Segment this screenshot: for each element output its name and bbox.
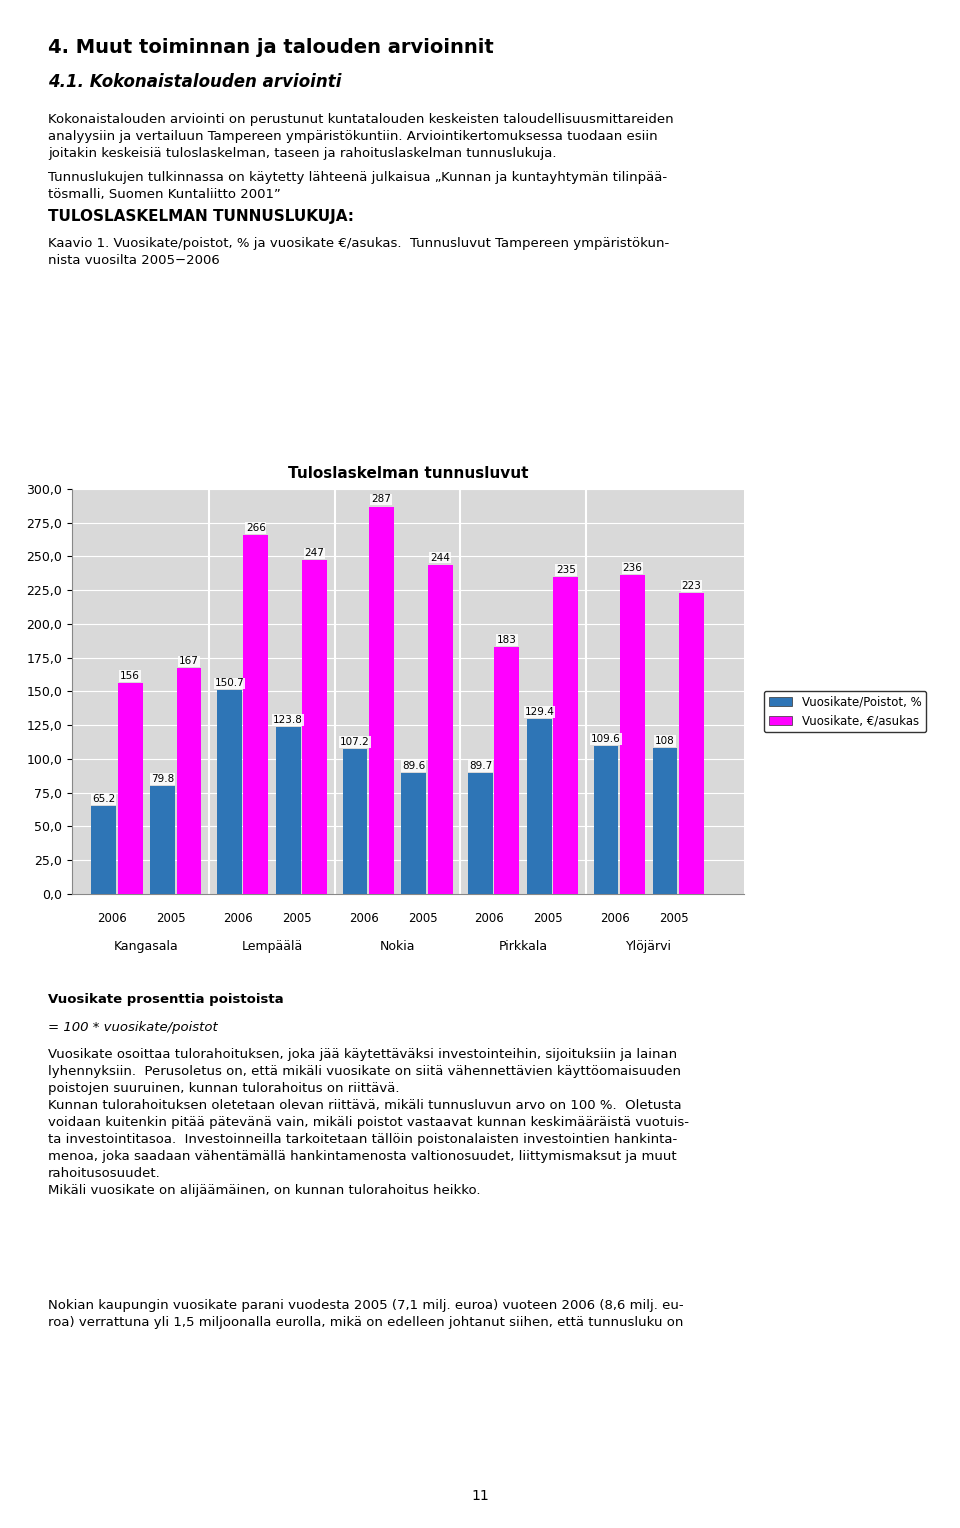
Text: Tunnuslukujen tulkinnassa on käytetty lähteenä julkaisua „Kunnan ja kuntayhtymän: Tunnuslukujen tulkinnassa on käytetty lä…	[48, 171, 667, 202]
Text: Pirkkala: Pirkkala	[498, 940, 547, 953]
Text: 236: 236	[622, 564, 642, 573]
Text: 11: 11	[471, 1490, 489, 1504]
Text: Lempäälä: Lempäälä	[241, 940, 302, 953]
Text: Nokia: Nokia	[380, 940, 416, 953]
Text: 89.6: 89.6	[402, 761, 425, 772]
Text: Nokian kaupungin vuosikate parani vuodesta 2005 (7,1 milj. euroa) vuoteen 2006 (: Nokian kaupungin vuosikate parani vuodes…	[48, 1299, 684, 1329]
Text: 266: 266	[246, 523, 266, 533]
Title: Tuloslaskelman tunnusluvut: Tuloslaskelman tunnusluvut	[288, 466, 528, 481]
Legend: Vuosikate/Poistot, %, Vuosikate, €/asukas: Vuosikate/Poistot, %, Vuosikate, €/asuka…	[764, 691, 926, 732]
Text: 2006: 2006	[474, 912, 504, 926]
Text: 2006: 2006	[223, 912, 252, 926]
Text: 123.8: 123.8	[274, 715, 303, 724]
Bar	[553, 576, 578, 894]
Text: 2006: 2006	[98, 912, 128, 926]
Bar	[177, 668, 202, 894]
Bar	[243, 535, 268, 894]
Text: 2005: 2005	[659, 912, 688, 926]
Bar	[653, 749, 678, 894]
Bar	[428, 564, 452, 894]
Bar	[620, 576, 645, 894]
Text: 2005: 2005	[156, 912, 186, 926]
Text: 107.2: 107.2	[340, 736, 370, 747]
Bar	[276, 727, 300, 894]
Text: 150.7: 150.7	[214, 678, 244, 689]
Text: 244: 244	[430, 553, 450, 562]
Bar	[468, 773, 492, 894]
Bar	[118, 683, 142, 894]
Text: Ylöjärvi: Ylöjärvi	[626, 940, 672, 953]
Text: TULOSLASKELMAN TUNNUSLUKUJA:: TULOSLASKELMAN TUNNUSLUKUJA:	[48, 209, 354, 225]
Text: Vuosikate prosenttia poistoista: Vuosikate prosenttia poistoista	[48, 993, 283, 1007]
Text: 89.7: 89.7	[468, 761, 492, 770]
Bar	[527, 720, 552, 894]
Text: 2006: 2006	[600, 912, 630, 926]
Text: 2006: 2006	[348, 912, 378, 926]
Text: 223: 223	[682, 581, 701, 591]
Bar	[679, 593, 704, 894]
Text: 183: 183	[497, 634, 516, 645]
Text: 129.4: 129.4	[524, 707, 554, 717]
Text: Kokonaistalouden arviointi on perustunut kuntatalouden keskeisten taloudellisuus: Kokonaistalouden arviointi on perustunut…	[48, 113, 674, 160]
Text: Vuosikate osoittaa tulorahoituksen, joka jää käytettäväksi investointeihin, sijo: Vuosikate osoittaa tulorahoituksen, joka…	[48, 1048, 689, 1198]
Text: 4. Muut toiminnan ja talouden arvioinnit: 4. Muut toiminnan ja talouden arvioinnit	[48, 38, 493, 57]
Bar	[593, 746, 618, 894]
Text: 247: 247	[304, 549, 324, 558]
Text: Kangasala: Kangasala	[114, 940, 179, 953]
Bar	[302, 561, 327, 894]
Text: 156: 156	[120, 671, 140, 681]
Text: 109.6: 109.6	[591, 733, 621, 744]
Bar	[151, 787, 175, 894]
Text: 2005: 2005	[533, 912, 563, 926]
Text: 108: 108	[655, 736, 675, 746]
Text: Kaavio 1. Vuosikate/poistot, % ja vuosikate €/asukas.  Tunnusluvut Tampereen ymp: Kaavio 1. Vuosikate/poistot, % ja vuosik…	[48, 237, 669, 267]
Text: 79.8: 79.8	[151, 775, 175, 784]
Text: 65.2: 65.2	[92, 795, 115, 804]
Text: 167: 167	[180, 657, 199, 666]
Text: 287: 287	[372, 495, 391, 504]
Bar	[369, 506, 394, 894]
Bar	[343, 749, 368, 894]
Bar	[217, 691, 242, 894]
Bar	[91, 805, 116, 894]
Text: = 100 * vuosikate/poistot: = 100 * vuosikate/poistot	[48, 1021, 218, 1034]
Text: 2005: 2005	[282, 912, 312, 926]
Text: 235: 235	[556, 565, 576, 575]
Bar	[494, 646, 519, 894]
Bar	[401, 773, 426, 894]
Text: 4.1. Kokonaistalouden arviointi: 4.1. Kokonaistalouden arviointi	[48, 73, 342, 92]
Text: 2005: 2005	[408, 912, 438, 926]
